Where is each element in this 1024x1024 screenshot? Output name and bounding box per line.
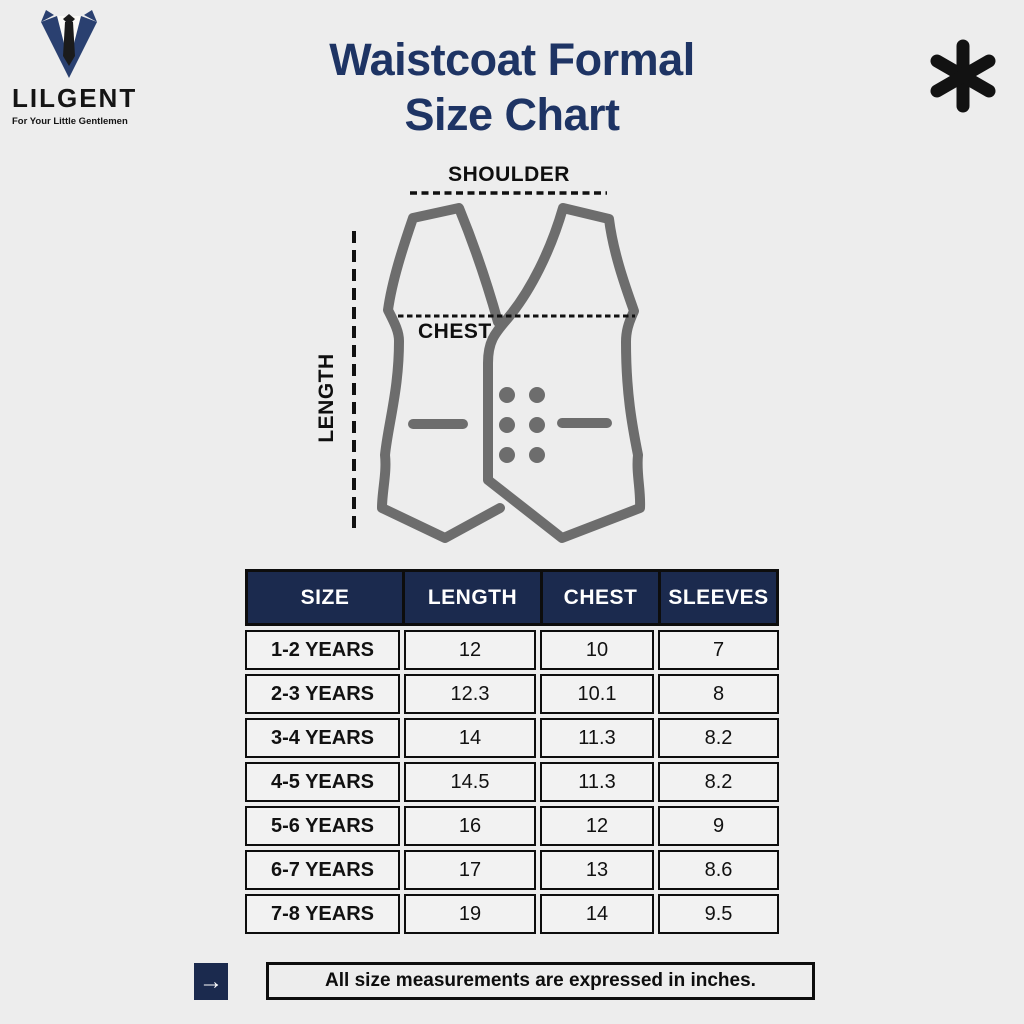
chest-cell: 10 [540, 630, 654, 670]
length-cell: 17 [404, 850, 536, 890]
brand-tagline: For Your Little Gentlemen [12, 116, 128, 127]
table-row: 3-4 YEARS 14 11.3 8.2 [245, 718, 779, 758]
suit-lapels-tie-icon [41, 10, 97, 78]
sleeves-cell: 9.5 [658, 894, 779, 934]
column-header-chest: CHEST [540, 572, 658, 623]
measurement-note: All size measurements are expressed in i… [266, 962, 815, 1000]
brand-logo: LILGENT For Your Little Gentlemen [12, 8, 138, 127]
shoulder-label: SHOULDER [448, 163, 570, 186]
table-row: 6-7 YEARS 17 13 8.6 [245, 850, 779, 890]
table-row: 5-6 YEARS 16 12 9 [245, 806, 779, 846]
sleeves-cell: 8 [658, 674, 779, 714]
vest-left-panel-fill [382, 208, 500, 538]
right-arrow-icon: → [199, 967, 223, 995]
length-cell: 14 [404, 718, 536, 758]
size-cell: 2-3 YEARS [245, 674, 400, 714]
table-row: 1-2 YEARS 12 10 7 [245, 630, 779, 670]
vest-right-panel [483, 203, 646, 543]
asterisk-icon [930, 39, 996, 113]
size-cell: 3-4 YEARS [245, 718, 400, 758]
table-row: 4-5 YEARS 14.5 11.3 8.2 [245, 762, 779, 802]
measurement-note-text: All size measurements are expressed in i… [325, 970, 756, 991]
length-cell: 12 [404, 630, 536, 670]
chest-label: CHEST [418, 320, 492, 343]
sleeves-cell: 9 [658, 806, 779, 846]
size-cell: 7-8 YEARS [245, 894, 400, 934]
size-cell: 6-7 YEARS [245, 850, 400, 890]
title-line-2: Size Chart [404, 89, 620, 140]
arrow-badge: → [194, 963, 228, 1000]
waistcoat-diagram [352, 191, 646, 543]
column-header-sleeves: SLEEVES [658, 572, 776, 623]
sleeves-cell: 7 [658, 630, 779, 670]
vest-left-panel-outline [377, 203, 505, 543]
length-label: LENGTH [315, 353, 338, 443]
vest-buttons [499, 387, 545, 463]
column-header-length: LENGTH [402, 572, 540, 623]
column-header-size: SIZE [300, 585, 350, 609]
chest-cell: 13 [540, 850, 654, 890]
length-cell: 14.5 [404, 762, 536, 802]
table-header-row: SIZE LENGTH CHEST SLEEVES [245, 569, 779, 626]
chest-cell: 11.3 [540, 718, 654, 758]
sleeves-cell: 8.2 [658, 762, 779, 802]
chest-cell: 11.3 [540, 762, 654, 802]
size-table: SIZE LENGTH CHEST SLEEVES 1-2 YEARS 12 1… [245, 569, 779, 934]
table-row: 7-8 YEARS 19 14 9.5 [245, 894, 779, 934]
page-title: Waistcoat Formal Size Chart [212, 32, 812, 142]
brand-name: LILGENT [12, 83, 138, 113]
title-line-1: Waistcoat Formal [329, 34, 695, 85]
sleeves-cell: 8.6 [658, 850, 779, 890]
chest-cell: 14 [540, 894, 654, 934]
size-cell: 4-5 YEARS [245, 762, 400, 802]
chest-cell: 12 [540, 806, 654, 846]
length-cell: 19 [404, 894, 536, 934]
size-cell: 5-6 YEARS [245, 806, 400, 846]
sleeves-cell: 8.2 [658, 718, 779, 758]
length-cell: 16 [404, 806, 536, 846]
length-cell: 12.3 [404, 674, 536, 714]
chest-cell: 10.1 [540, 674, 654, 714]
size-cell: 1-2 YEARS [245, 630, 400, 670]
table-row: 2-3 YEARS 12.3 10.1 8 [245, 674, 779, 714]
